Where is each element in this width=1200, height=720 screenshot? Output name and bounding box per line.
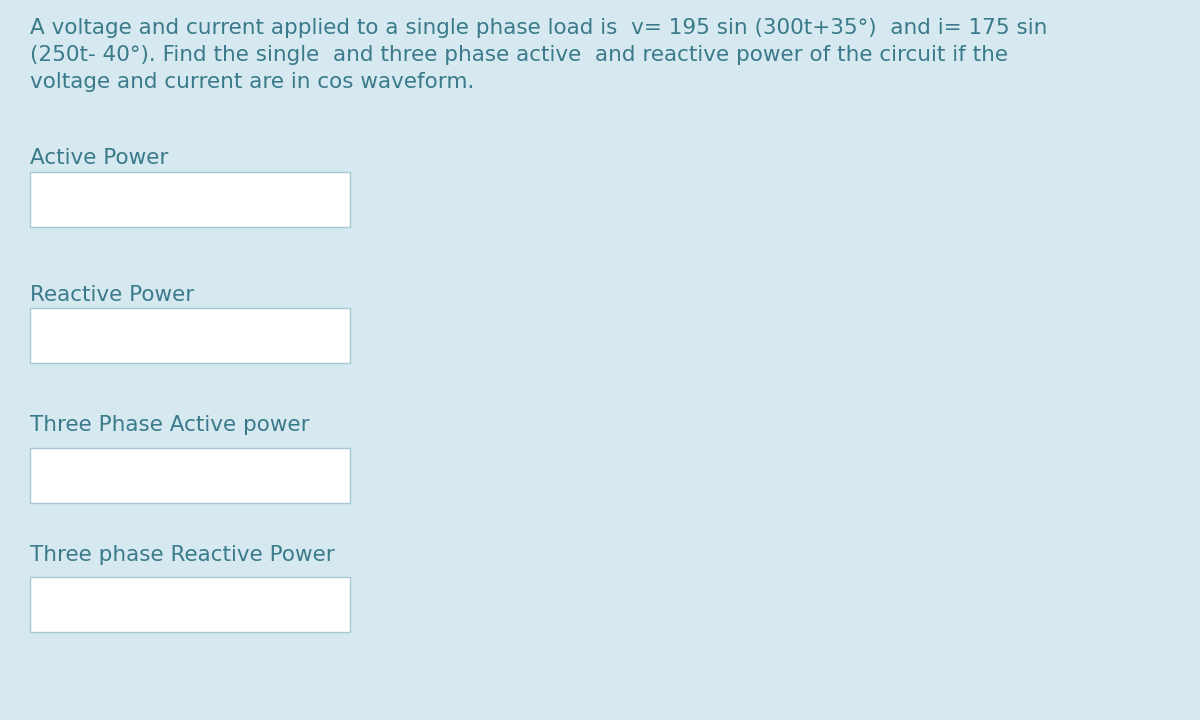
Bar (30, 308, 350, 363)
Text: Three phase Reactive Power: Three phase Reactive Power (30, 545, 335, 565)
Text: Three Phase Active power: Three Phase Active power (30, 415, 310, 435)
Text: Active Power: Active Power (30, 148, 168, 168)
Bar (30, 577, 350, 632)
Text: voltage and current are in cos waveform.: voltage and current are in cos waveform. (30, 72, 474, 92)
Text: A voltage and current applied to a single phase load is  v= 195 sin (300t+35°)  : A voltage and current applied to a singl… (30, 18, 1048, 38)
Text: Reactive Power: Reactive Power (30, 285, 194, 305)
Bar (30, 172, 350, 227)
Text: (250t- 40°). Find the single  and three phase active  and reactive power of the : (250t- 40°). Find the single and three p… (30, 45, 1008, 65)
Bar (30, 448, 350, 503)
